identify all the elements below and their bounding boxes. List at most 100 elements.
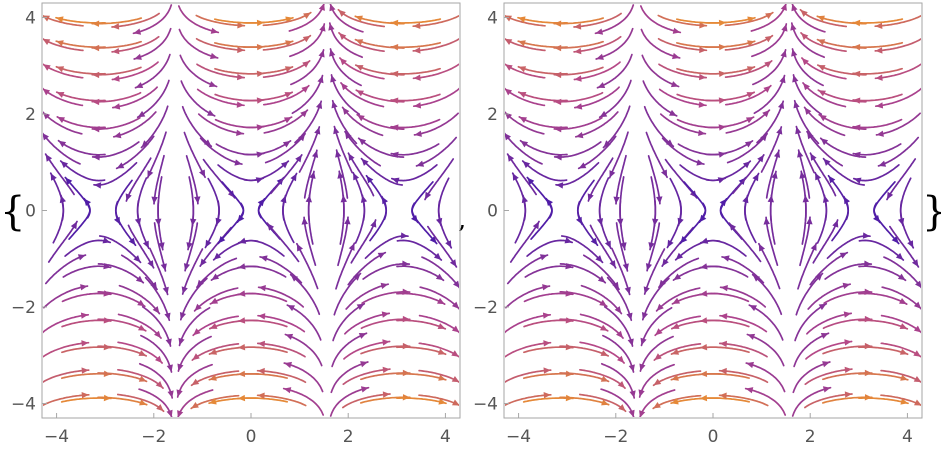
stream-arrowhead — [700, 263, 708, 270]
stream-arrowhead — [302, 60, 310, 68]
streamline — [793, 332, 830, 368]
streamline — [704, 91, 756, 102]
stream-arrowhead — [699, 344, 708, 351]
stream-arrowhead — [617, 381, 625, 389]
stream-arrowhead — [345, 131, 352, 140]
streamline — [360, 345, 411, 355]
stream-arrowhead — [519, 116, 527, 123]
streamline — [361, 291, 411, 305]
streamline — [178, 28, 219, 59]
streamline — [362, 263, 411, 280]
streamline — [523, 346, 574, 354]
streamline — [615, 154, 627, 205]
stream-arrowhead — [238, 290, 246, 297]
streamline — [344, 130, 382, 167]
stream-arrowhead — [745, 387, 754, 394]
stream-arrowhead — [150, 281, 157, 290]
streamline — [415, 136, 458, 167]
stream-arrowhead — [451, 325, 459, 333]
stream-arrowhead — [671, 398, 679, 405]
streamline — [886, 158, 917, 201]
streamline — [390, 93, 441, 102]
stream-arrowhead — [913, 350, 921, 357]
stream-arrowhead — [209, 374, 217, 381]
stream-arrowhead — [267, 223, 275, 231]
streamline — [646, 222, 661, 272]
stream-arrowhead — [155, 381, 163, 389]
streamline — [704, 66, 756, 75]
stream-arrowhead — [337, 171, 344, 179]
stream-arrowhead — [438, 374, 446, 381]
streamline — [177, 5, 220, 34]
stream-arrowhead — [639, 410, 646, 417]
stream-arrowhead — [128, 237, 136, 246]
streamline — [256, 369, 307, 384]
streamline — [199, 137, 243, 165]
streamline — [650, 176, 657, 227]
stream-arrowhead — [542, 312, 551, 319]
stream-arrowhead — [699, 214, 707, 223]
stream-arrowhead — [151, 196, 158, 204]
streamline — [91, 40, 142, 49]
streamline — [62, 265, 112, 278]
stream-arrowhead — [780, 49, 787, 58]
stream-arrowhead — [764, 60, 772, 68]
stream-arrowhead — [177, 410, 184, 417]
streamline — [114, 179, 133, 226]
streamline — [411, 181, 434, 224]
streamline — [340, 82, 385, 108]
stream-arrowhead — [763, 85, 771, 93]
stream-arrowhead — [543, 392, 551, 399]
streamline — [365, 174, 388, 221]
stream-arrowhead — [160, 263, 167, 271]
streamline — [801, 57, 847, 80]
y-tick-label: 4 — [25, 8, 36, 28]
stream-arrowhead — [656, 303, 664, 311]
stream-arrowhead — [283, 387, 292, 394]
streamline — [553, 17, 605, 25]
streamline — [419, 286, 459, 310]
stream-arrowhead — [758, 243, 765, 252]
stream-arrowhead — [564, 237, 573, 244]
stream-arrowhead — [842, 282, 851, 289]
stream-arrowhead — [316, 101, 323, 109]
streamline — [333, 272, 362, 316]
streamline — [718, 342, 768, 358]
y-tick-label: 2 — [487, 105, 498, 125]
stream-arrowhead — [65, 177, 73, 185]
streamline — [852, 67, 903, 75]
streamline — [237, 397, 289, 403]
stream-arrowhead — [795, 126, 802, 135]
stream-arrowhead — [628, 364, 635, 372]
stream-arrowhead — [662, 258, 669, 267]
streamline — [133, 27, 172, 60]
stream-arrowhead — [43, 88, 51, 96]
streamline — [611, 247, 631, 296]
streamline — [190, 370, 240, 387]
stream-arrowhead — [302, 35, 311, 43]
stream-arrowhead — [899, 298, 907, 305]
stream-arrowhead — [236, 129, 244, 136]
stream-arrowhead — [800, 9, 808, 17]
streamline — [395, 397, 447, 405]
stream-arrowhead — [645, 263, 652, 271]
stream-arrowhead — [843, 311, 852, 318]
stream-arrowhead — [112, 48, 120, 55]
streamline — [59, 160, 106, 182]
streamline — [726, 132, 768, 164]
streamline — [49, 172, 65, 221]
stream-arrowhead — [604, 240, 611, 249]
stream-arrowhead — [178, 337, 185, 346]
streamline — [61, 319, 112, 328]
streamline — [342, 368, 391, 386]
stream-arrowhead — [658, 279, 666, 288]
stream-arrowhead — [822, 386, 831, 393]
stream-arrowhead — [152, 306, 160, 314]
stream-arrowhead — [309, 171, 316, 179]
stream-arrowhead — [807, 131, 814, 140]
stream-arrowhead — [355, 15, 363, 22]
stream-arrowhead — [192, 353, 200, 361]
streamline — [191, 343, 240, 361]
streamline — [603, 305, 634, 347]
